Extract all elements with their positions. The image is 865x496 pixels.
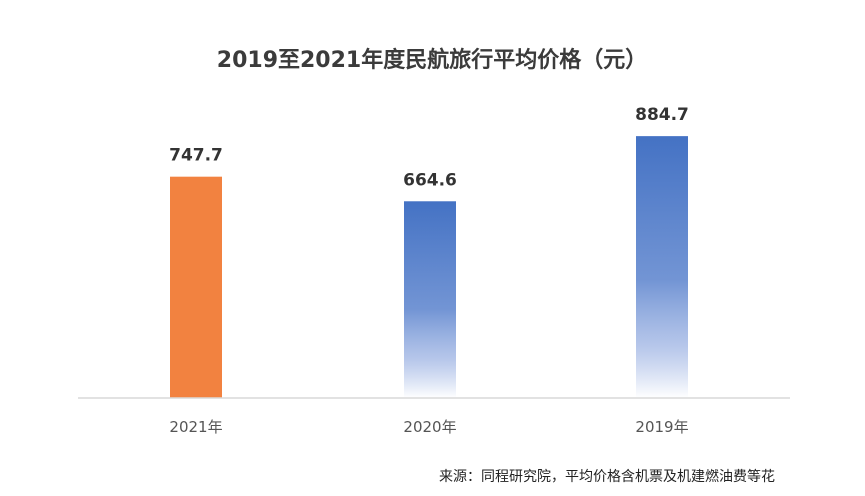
value-label-2: 884.7 — [635, 105, 689, 125]
value-label-1: 664.6 — [403, 170, 457, 190]
x-tick-labels: 2021年 2020年 2019年 — [169, 418, 688, 436]
x-tick-label-0: 2021年 — [169, 418, 222, 436]
bars-layer — [170, 136, 688, 399]
source-note: 来源：同程研究院，平均价格含机票及机建燃油费等花 — [439, 468, 775, 485]
bar-0 — [170, 176, 222, 398]
value-labels-layer: 747.7 664.6 884.7 — [169, 105, 689, 190]
value-label-0: 747.7 — [169, 146, 223, 166]
chart-title: 2019至2021年度民航旅行平均价格（元） — [217, 47, 647, 73]
x-tick-label-1: 2020年 — [403, 418, 456, 436]
bar-1 — [404, 201, 456, 398]
x-tick-label-2: 2019年 — [635, 418, 688, 436]
bar-2 — [636, 136, 688, 399]
